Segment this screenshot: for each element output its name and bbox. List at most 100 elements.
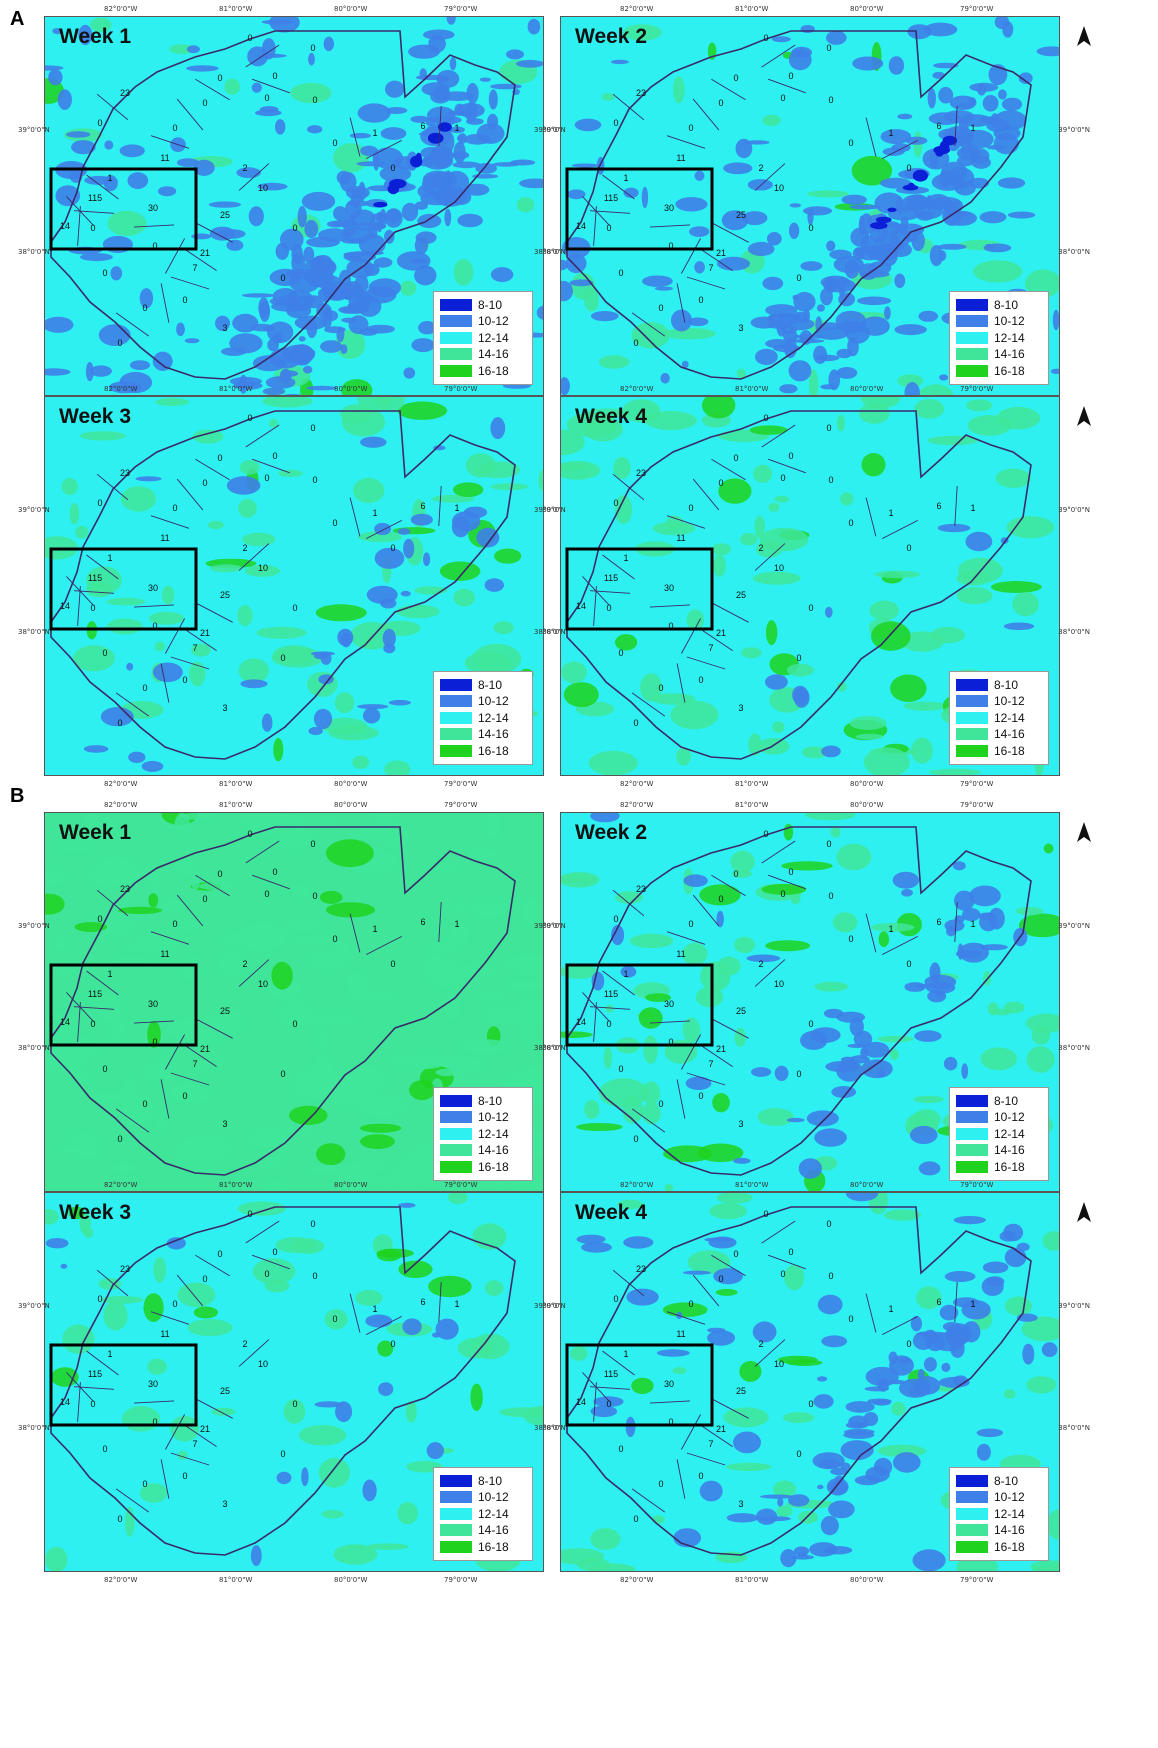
raster-patch [591,971,605,991]
raster-patch [958,119,969,134]
county-value-label: 0 [202,894,207,904]
raster-patch [671,309,692,332]
county-value-label: 7 [192,263,197,273]
raster-patch [973,260,1023,283]
legend-label: 8-10 [994,1093,1019,1108]
county-value-label: 1 [372,128,377,138]
county-boundary [754,1339,786,1367]
raster-patch [439,561,481,581]
raster-patch [301,1467,309,1487]
raster-patch [45,1546,68,1571]
raster-patch [911,737,933,764]
raster-patch [289,935,337,944]
county-boundary [349,1293,361,1333]
raster-patch [451,516,470,538]
raster-patch [476,527,500,548]
county-value-label: 0 [633,718,638,728]
raster-patch [184,338,200,344]
county-value-label: 0 [202,478,207,488]
raster-patch [308,726,323,736]
county-value-label: 30 [664,583,674,593]
raster-patch [836,414,845,432]
county-value-label: 0 [90,603,95,613]
raster-patch [384,760,411,775]
county-value-label: 0 [688,123,693,133]
county-boundary [589,590,631,594]
county-value-label: 0 [332,138,337,148]
raster-patch [915,984,930,989]
county-value-label: 1 [888,1304,893,1314]
county-value-label: 1 [888,924,893,934]
map-panel: 0 0 0 0 23 0 0 0 0 0 11 1 115 30 14 0 2 10 25 0 0 1 0 7 0 3 0 21 0 0 6… [18,801,575,1204]
raster-patch [746,954,781,963]
raster-patch [180,968,203,981]
raster-patch [605,1004,614,1013]
county-value-label: 10 [774,563,784,573]
county-boundary [865,117,877,157]
county-value-label: 10 [774,1359,784,1369]
raster-patch [1047,1509,1059,1540]
county-value-label: 0 [117,338,122,348]
county-value-label: 0 [606,1019,611,1029]
raster-patch [120,486,157,512]
raster-patch [379,165,412,182]
longitude-tick-label: 79°0'0"W [444,5,478,13]
county-value-label: 0 [688,919,693,929]
raster-patch [900,217,909,230]
raster-patch [850,227,870,247]
county-value-label: 2 [758,959,763,969]
raster-patch [821,745,841,758]
raster-patch [520,1019,537,1045]
raster-patch [958,942,989,963]
legend-item: 8-10 [956,1093,1042,1110]
legend-item: 12-14 [440,710,526,727]
raster-patch [793,292,816,312]
raster-patch [993,125,1021,141]
raster-patch [812,1452,845,1470]
map-panel: 0 0 0 0 23 0 0 0 0 0 11 1 115 30 14 0 2 10 25 0 0 1 0 7 0 3 0 21 0 0 6… [534,801,1091,1204]
raster-patch [933,145,950,155]
county-value-label: 0 [272,71,277,81]
county-value-label: 21 [716,248,726,258]
county-value-label: 0 [247,413,252,423]
map-frame: 0 0 0 0 23 0 0 0 0 0 11 1 115 30 14 0 2 10 25 0 0 1 0 7 0 3 0 21 0 0 6… [560,812,1060,1192]
raster-patch [969,885,1001,907]
raster-patch [397,401,448,420]
county-boundary [711,1254,746,1277]
raster-patch [45,964,96,975]
raster-patch [870,923,915,932]
raster-patch [603,1046,613,1069]
raster-patch [385,107,408,114]
raster-patch [772,721,785,733]
county-value-label: 0 [733,869,738,879]
raster-patch [335,1401,353,1423]
county-boundary [252,458,290,474]
study-region-box [49,963,198,1047]
county-boundary [754,959,786,987]
raster-patch [255,109,282,117]
county-boundary [881,935,919,956]
county-value-label: 0 [763,829,768,839]
county-value-label: 0 [780,1269,785,1279]
county-boundary [133,224,175,228]
raster-patch [414,265,437,286]
county-boundary [711,458,746,481]
raster-patch [841,194,867,205]
raster-patch [918,384,954,395]
longitude-tick-label: 80°0'0"W [334,385,368,393]
raster-patch [699,884,741,906]
raster-patch [625,1416,636,1438]
county-value-label: 6 [936,917,941,927]
study-region-box [565,963,714,1047]
raster-patch [777,1497,784,1507]
legend-label: 12-14 [478,710,509,725]
raster-patch [397,528,411,535]
raster-patch [186,955,201,963]
raster-patch [193,1306,218,1319]
raster-patch [483,1005,525,1025]
raster-patch [45,869,68,885]
raster-patch [463,506,488,518]
legend-label: 16-18 [478,1539,509,1554]
raster-patch [747,241,775,257]
